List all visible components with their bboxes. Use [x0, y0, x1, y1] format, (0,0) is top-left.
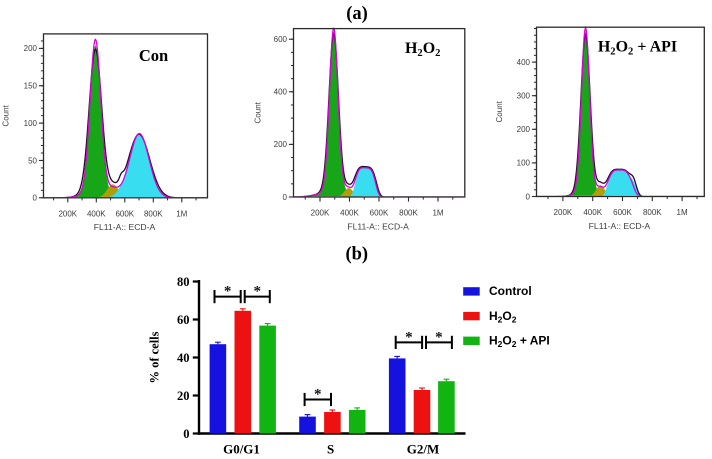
svg-text:H2O2: H2O2: [405, 40, 441, 59]
svg-text:*: *: [405, 329, 413, 345]
svg-text:Control: Control: [489, 284, 532, 298]
svg-text:*: *: [435, 329, 443, 345]
svg-text:0: 0: [183, 427, 189, 441]
svg-text:40: 40: [177, 351, 190, 365]
svg-text:Count: Count: [495, 100, 504, 122]
svg-text:H2O2 + API: H2O2 + API: [489, 334, 550, 350]
svg-text:100: 100: [24, 119, 38, 128]
svg-text:100: 100: [517, 159, 531, 168]
svg-text:0: 0: [526, 192, 531, 201]
svg-text:600K: 600K: [115, 209, 134, 218]
svg-text:200K: 200K: [311, 209, 330, 218]
svg-text:H2O2: H2O2: [489, 309, 517, 325]
svg-text:600: 600: [274, 35, 288, 44]
svg-text:200: 200: [517, 125, 531, 134]
svg-text:150: 150: [24, 82, 38, 91]
svg-text:% of cells: % of cells: [148, 331, 162, 383]
svg-text:400K: 400K: [583, 208, 602, 217]
svg-text:300: 300: [517, 92, 531, 101]
svg-text:600K: 600K: [613, 208, 632, 217]
svg-text:800K: 800K: [643, 208, 662, 217]
svg-text:200: 200: [24, 44, 38, 53]
svg-text:60: 60: [177, 313, 190, 327]
svg-text:50: 50: [28, 156, 37, 165]
svg-text:20: 20: [177, 389, 190, 403]
svg-text:0: 0: [283, 193, 288, 202]
svg-text:Count: Count: [1, 104, 10, 126]
svg-text:FL11-A:: ECD-A: FL11-A:: ECD-A: [347, 221, 409, 231]
svg-text:200: 200: [274, 140, 288, 149]
svg-text:0: 0: [33, 194, 38, 203]
svg-text:*: *: [314, 387, 322, 403]
svg-text:400: 400: [274, 88, 288, 97]
svg-text:*: *: [253, 284, 261, 300]
svg-text:800K: 800K: [399, 209, 418, 218]
svg-text:1M: 1M: [176, 209, 187, 218]
svg-text:FL11-A:: ECD-A: FL11-A:: ECD-A: [589, 221, 651, 231]
svg-text:1M: 1M: [677, 208, 688, 217]
svg-text:(a): (a): [346, 4, 368, 24]
svg-text:*: *: [224, 284, 232, 300]
svg-text:400K: 400K: [87, 209, 106, 218]
svg-text:G0/G1: G0/G1: [223, 442, 260, 457]
svg-text:H2O2 + API: H2O2 + API: [598, 39, 677, 58]
svg-text:1M: 1M: [432, 209, 443, 218]
svg-text:400K: 400K: [340, 209, 359, 218]
svg-text:G2/M: G2/M: [407, 442, 440, 457]
svg-text:80: 80: [177, 275, 190, 289]
svg-text:400: 400: [517, 58, 531, 67]
svg-text:Con: Con: [139, 46, 168, 65]
svg-text:200K: 200K: [554, 208, 573, 217]
svg-text:600K: 600K: [370, 209, 389, 218]
svg-text:S: S: [327, 442, 334, 457]
svg-text:800K: 800K: [144, 209, 163, 218]
svg-text:200K: 200K: [58, 209, 77, 218]
svg-text:Count: Count: [254, 101, 263, 123]
svg-text:FL11-A:: ECD-A: FL11-A:: ECD-A: [94, 222, 156, 232]
svg-text:(b): (b): [345, 244, 368, 264]
